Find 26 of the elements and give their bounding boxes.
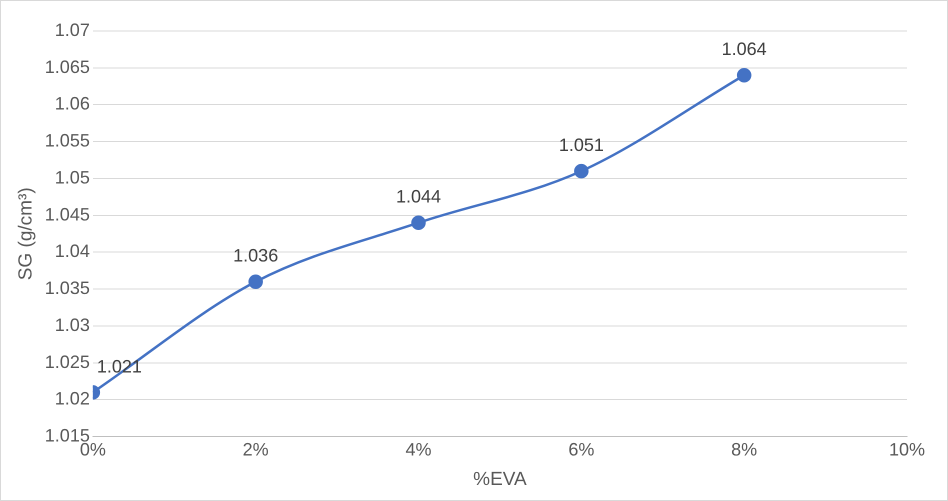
data-label: 1.064: [722, 39, 767, 60]
y-tick-label: 1.065: [44, 56, 90, 77]
data-label: 1.044: [396, 186, 442, 207]
y-axis-title: SG (g/cm³): [16, 187, 37, 280]
y-tick-label: 1.03: [54, 314, 90, 335]
point: [736, 68, 752, 82]
data-label: 1.036: [233, 246, 278, 266]
y-tick-label: 1.06: [54, 94, 90, 114]
x-tick-label: 6%: [568, 439, 594, 460]
y-tick-label: 1.04: [54, 241, 90, 262]
point: [248, 274, 263, 289]
x-tick-label: 4%: [406, 439, 432, 460]
y-tick-label: 1.05: [54, 167, 90, 188]
y-tick-label: 1.035: [44, 278, 90, 298]
x-tick-label: 2%: [242, 439, 269, 460]
x-tick-label: 10%: [888, 439, 926, 460]
y-tick-label: 1.045: [44, 204, 90, 224]
x-tick-label: 8%: [731, 439, 758, 460]
y-tick-label: 1.055: [44, 130, 90, 151]
y-tick-label: 1.07: [54, 20, 90, 40]
y-tick-label: 1.025: [44, 352, 90, 372]
y-tick-label: 1.02: [54, 388, 90, 409]
x-axis-title: %EVA: [473, 468, 527, 490]
point: [574, 164, 589, 178]
data-label: 1.051: [558, 135, 604, 156]
point: [411, 215, 426, 230]
